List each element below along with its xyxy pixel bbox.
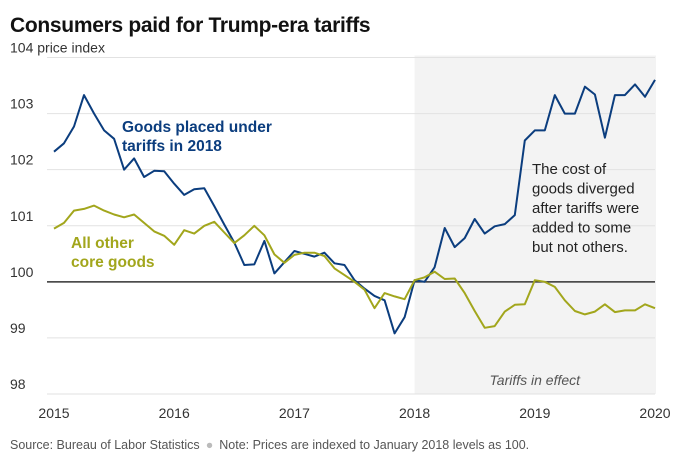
tariffed-goods-line (53, 79, 656, 335)
y-tick-label: 102 (10, 152, 34, 168)
y-tick-label: 100 (10, 264, 34, 280)
annotation-text: goods diverged (532, 181, 635, 198)
y-tick-label: 104 price index (10, 40, 105, 56)
y-tick-label: 103 (10, 96, 34, 112)
y-tick-label: 98 (10, 376, 26, 392)
note-text: Note: Prices are indexed to January 2018… (219, 438, 530, 452)
y-tick-label: 101 (10, 208, 34, 224)
x-tick-label: 2015 (38, 405, 69, 421)
other-goods-label: All other (71, 235, 134, 252)
annotation-text: after tariffs were (532, 200, 639, 217)
other-goods-label: core goods (71, 254, 155, 271)
chart-footer: Source: Bureau of Labor Statistics ● Note:… (10, 438, 529, 452)
shaded-region-label: Tariffs in effect (490, 372, 582, 388)
tariffed-goods-label: tariffs in 2018 (122, 138, 222, 155)
x-tick-label: 2020 (639, 405, 670, 421)
other-goods-line (53, 204, 656, 329)
x-tick-label: 2016 (159, 405, 190, 421)
source-text: Source: Bureau of Labor Statistics (10, 438, 200, 452)
x-tick-label: 2019 (519, 405, 550, 421)
separator-dot: ● (205, 438, 214, 452)
annotation-text: added to some (532, 220, 631, 237)
annotation-text: The cost of (532, 161, 607, 178)
annotation-text: but not others. (532, 239, 628, 256)
chart-title: Consumers paid for Trump-era tariffs (10, 14, 371, 37)
tariffed-goods-label: Goods placed under (122, 119, 272, 136)
x-tick-label: 2018 (399, 405, 430, 421)
x-tick-label: 2017 (279, 405, 310, 421)
y-tick-label: 99 (10, 320, 26, 336)
